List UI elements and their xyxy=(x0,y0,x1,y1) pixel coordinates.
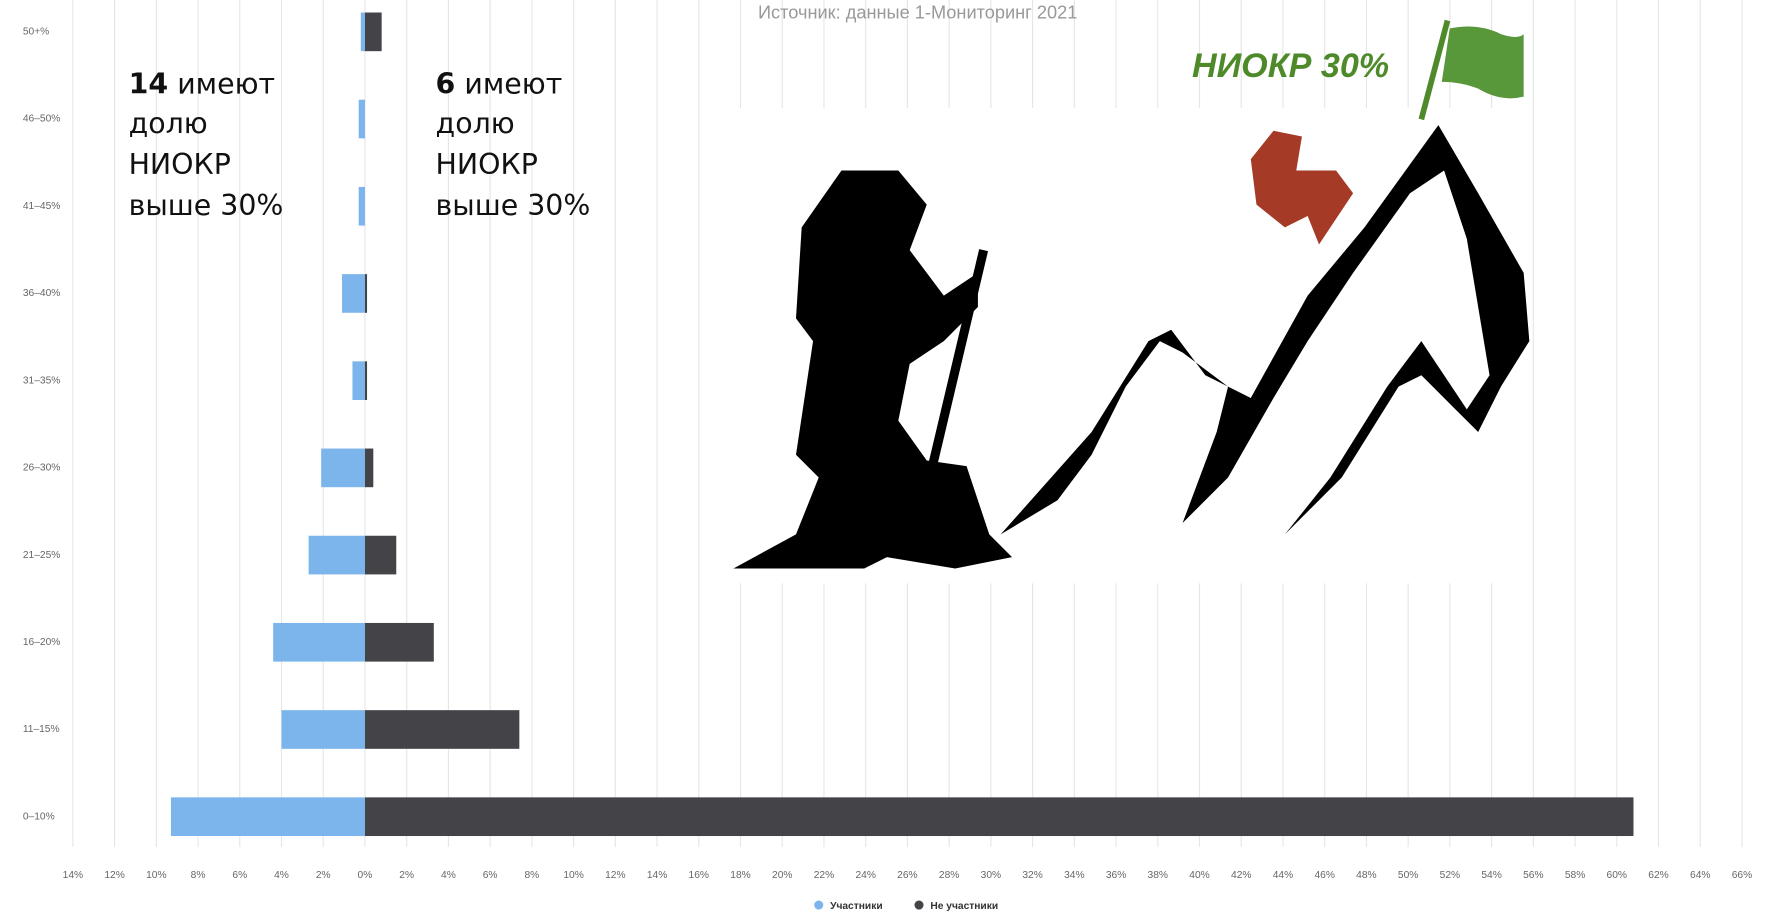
x-tick-label: 32% xyxy=(1022,870,1042,881)
x-tick-label: 46% xyxy=(1314,870,1334,881)
left-note-line: НИОКР xyxy=(129,148,231,181)
x-tick-label: 64% xyxy=(1690,870,1710,881)
subtitle: Источник: данные 1-Мониторинг 2021 xyxy=(758,2,1077,22)
y-tick-label: 36–40% xyxy=(23,288,61,299)
x-tick-label: 60% xyxy=(1607,870,1627,881)
right-note-line: имеют xyxy=(464,67,562,100)
right-note-line: долю xyxy=(436,107,515,140)
x-tick-label: 26% xyxy=(897,870,917,881)
bar xyxy=(282,710,365,749)
x-tick-label: 6% xyxy=(232,870,247,881)
x-tick-label: 28% xyxy=(939,870,959,881)
bar xyxy=(321,449,365,488)
bar xyxy=(359,100,365,139)
x-tick-label: 0% xyxy=(358,870,373,881)
chart: Источник: данные 1-Мониторинг 2021 НИОКР… xyxy=(0,0,1783,913)
right-note-count: 6 xyxy=(436,67,456,100)
x-tick-label: 30% xyxy=(981,870,1001,881)
x-tick-label: 24% xyxy=(855,870,875,881)
x-tick-label: 42% xyxy=(1231,870,1251,881)
y-tick-label: 46–50% xyxy=(23,114,61,125)
y-tick-label: 11–15% xyxy=(23,724,60,735)
y-tick-label: 21–25% xyxy=(23,550,61,561)
left-note-count: 14 xyxy=(129,67,169,100)
x-tick-label: 56% xyxy=(1523,870,1543,881)
bar xyxy=(365,449,373,488)
x-tick-label: 14% xyxy=(647,870,667,881)
x-tick-label: 52% xyxy=(1440,870,1460,881)
bar xyxy=(365,536,396,575)
x-tick-label: 58% xyxy=(1565,870,1585,881)
bar xyxy=(309,536,365,575)
y-tick-label: 50+% xyxy=(23,27,49,38)
x-tick-label: 6% xyxy=(483,870,498,881)
legend-marker xyxy=(914,900,923,909)
x-tick-label: 16% xyxy=(689,870,709,881)
x-tick-label: 20% xyxy=(772,870,792,881)
x-tick-label: 48% xyxy=(1356,870,1376,881)
x-tick-label: 12% xyxy=(605,870,625,881)
x-tick-label: 22% xyxy=(814,870,834,881)
y-tick-label: 0–10% xyxy=(23,811,55,822)
x-tick-label: 12% xyxy=(104,870,124,881)
x-tick-label: 8% xyxy=(524,870,539,881)
x-tick-label: 14% xyxy=(63,870,83,881)
bar xyxy=(365,361,367,400)
bar xyxy=(365,13,382,52)
legend-label: Не участники xyxy=(930,901,998,912)
x-tick-label: 4% xyxy=(441,870,456,881)
bar xyxy=(365,274,367,313)
x-tick-label: 38% xyxy=(1148,870,1168,881)
bar xyxy=(359,187,365,226)
bar xyxy=(171,797,365,836)
left-note-line: долю xyxy=(129,107,208,140)
x-tick-label: 10% xyxy=(563,870,583,881)
x-tick-label: 10% xyxy=(146,870,166,881)
x-tick-label: 50% xyxy=(1398,870,1418,881)
left-note-line: имеют xyxy=(177,67,275,100)
x-tick-label: 40% xyxy=(1189,870,1209,881)
bar xyxy=(273,623,365,662)
y-tick-label: 41–45% xyxy=(23,201,61,212)
x-tick-label: 54% xyxy=(1481,870,1501,881)
bar xyxy=(365,797,1634,836)
x-tick-label: 2% xyxy=(316,870,331,881)
legend-label: Участники xyxy=(830,901,883,912)
legend-marker xyxy=(814,900,823,909)
bar xyxy=(361,13,365,52)
goal-label: НИОКР 30% xyxy=(1192,47,1389,85)
x-tick-label: 62% xyxy=(1648,870,1668,881)
bar xyxy=(365,623,434,662)
y-tick-label: 31–35% xyxy=(23,375,61,386)
y-tick-label: 26–30% xyxy=(23,463,61,474)
bar xyxy=(352,361,365,400)
bar xyxy=(342,274,365,313)
x-tick-label: 34% xyxy=(1064,870,1084,881)
x-tick-label: 44% xyxy=(1273,870,1293,881)
x-tick-label: 66% xyxy=(1732,870,1752,881)
x-tick-label: 18% xyxy=(730,870,750,881)
x-tick-label: 4% xyxy=(274,870,289,881)
y-tick-label: 16–20% xyxy=(23,637,61,648)
bar xyxy=(365,710,519,749)
x-tick-label: 2% xyxy=(399,870,414,881)
x-tick-label: 8% xyxy=(191,870,206,881)
right-note-line: выше 30% xyxy=(436,189,591,222)
right-note-line: НИОКР xyxy=(436,148,538,181)
left-note-line: выше 30% xyxy=(129,189,284,222)
x-tick-label: 36% xyxy=(1106,870,1126,881)
